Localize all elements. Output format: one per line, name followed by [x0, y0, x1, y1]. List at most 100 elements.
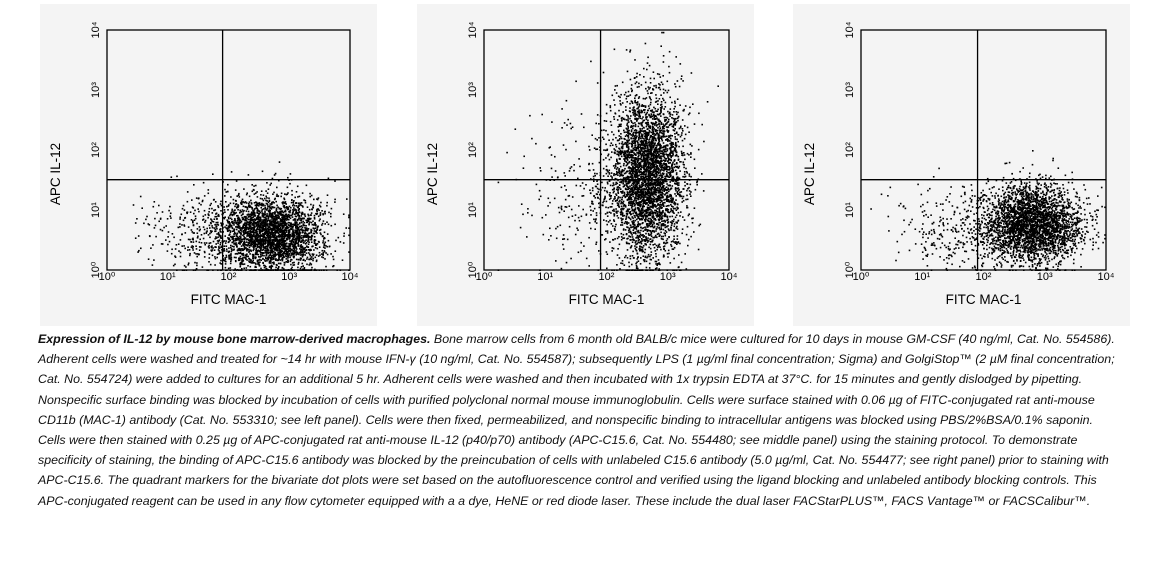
data-point [283, 268, 285, 270]
data-point [328, 245, 331, 248]
data-point [137, 235, 140, 237]
data-point [657, 108, 659, 111]
data-point [243, 237, 246, 239]
data-point [208, 257, 211, 259]
data-point [210, 202, 212, 205]
data-point [614, 85, 617, 87]
data-point [648, 96, 651, 98]
data-point [626, 70, 629, 73]
data-point [638, 134, 640, 137]
data-point [250, 262, 253, 264]
data-point [663, 242, 665, 244]
data-point [279, 210, 281, 213]
data-point [629, 78, 632, 81]
data-point [192, 232, 195, 234]
data-point [291, 252, 293, 255]
data-point [637, 153, 639, 155]
data-point [263, 240, 265, 243]
data-point [342, 213, 345, 215]
data-point [269, 234, 271, 237]
data-point [240, 214, 243, 217]
data-point [239, 243, 241, 245]
data-point [658, 187, 660, 189]
data-point [655, 172, 657, 174]
data-point [270, 221, 273, 224]
data-point [273, 235, 275, 237]
x-tick-label: 10⁴ [342, 271, 359, 283]
data-point [238, 241, 241, 243]
data-point [292, 201, 295, 203]
data-point [265, 224, 267, 227]
data-point [285, 206, 288, 208]
data-point [641, 134, 644, 136]
data-point [259, 239, 262, 241]
data-point [289, 235, 291, 237]
data-point [232, 198, 235, 201]
data-point [236, 237, 238, 240]
data-point [300, 202, 303, 204]
data-point [306, 256, 309, 259]
data-point [330, 253, 332, 255]
data-point [296, 232, 299, 235]
data-point [629, 210, 632, 213]
data-point [259, 220, 262, 222]
data-point [661, 31, 663, 34]
data-point [321, 224, 323, 226]
data-point [647, 171, 650, 173]
data-point [262, 249, 265, 251]
data-point [237, 224, 240, 227]
data-point [272, 220, 275, 223]
data-point [246, 245, 249, 247]
data-point [332, 258, 335, 261]
data-point [287, 176, 289, 179]
data-point [287, 245, 289, 248]
data-point [215, 213, 217, 215]
data-point [179, 255, 182, 258]
data-point [228, 255, 230, 258]
data-point [269, 253, 272, 255]
data-point [637, 260, 640, 262]
data-point [620, 93, 622, 96]
data-point [642, 182, 645, 185]
data-point [672, 198, 674, 201]
data-point [197, 253, 199, 255]
data-point [234, 231, 236, 234]
data-point [609, 106, 612, 109]
data-point [668, 173, 671, 176]
data-point [268, 254, 270, 257]
data-point [632, 195, 634, 198]
data-point [283, 244, 285, 246]
data-point [675, 221, 677, 224]
data-point [259, 231, 261, 234]
data-point [279, 240, 281, 242]
data-point [267, 241, 269, 244]
data-point [241, 213, 244, 216]
data-point [248, 204, 250, 207]
data-point [294, 235, 296, 237]
data-point [626, 122, 629, 125]
data-point [660, 167, 663, 169]
data-point [244, 219, 246, 222]
data-point [229, 224, 232, 226]
data-point [289, 256, 291, 259]
data-point [252, 216, 255, 218]
data-point [275, 228, 278, 230]
data-point [242, 226, 244, 228]
data-point [293, 244, 296, 246]
data-point [667, 155, 669, 157]
data-point [253, 185, 255, 187]
data-point [250, 227, 253, 229]
data-point [279, 236, 281, 238]
data-point [626, 156, 628, 159]
data-point [261, 222, 263, 224]
data-point [273, 202, 275, 204]
data-point [279, 235, 282, 237]
data-point [271, 213, 273, 216]
data-point [237, 248, 240, 250]
data-point [237, 237, 240, 239]
data-point [158, 220, 160, 223]
data-point [225, 260, 227, 263]
data-point [291, 236, 294, 238]
data-point [242, 243, 245, 246]
